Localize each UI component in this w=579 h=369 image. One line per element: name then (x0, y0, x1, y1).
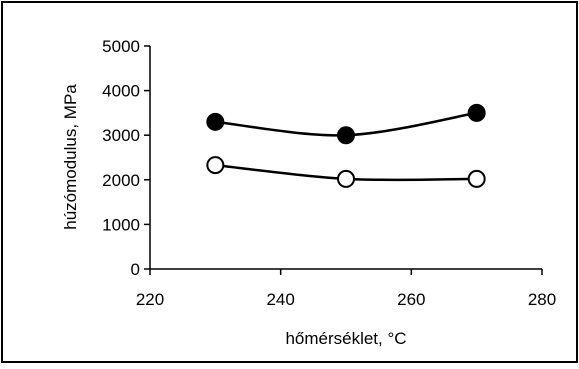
y-tick-label: 4000 (102, 82, 140, 101)
series-2-point (206, 156, 225, 175)
x-tick-label: 260 (397, 290, 425, 309)
axes: 0 1000 2000 3000 4000 5000 220 240 260 280 (102, 37, 556, 309)
series-1-point (467, 103, 486, 122)
y-tick-label: 2000 (102, 171, 140, 190)
series-2-point (337, 169, 355, 188)
y-tick-label: 1000 (102, 215, 140, 234)
x-tick-label: 280 (528, 290, 556, 309)
x-tick-label: 220 (136, 290, 164, 309)
y-tick-label: 5000 (102, 37, 140, 56)
series-1-point (337, 126, 355, 145)
series-2-point (467, 169, 486, 188)
x-tick-label: 240 (266, 290, 294, 309)
x-axis-label: hőmérséklet, °C (285, 329, 406, 348)
y-axis-label: húzómodulus, MPa (61, 84, 80, 230)
series-1-point (206, 112, 225, 131)
y-tick-label: 3000 (102, 126, 140, 145)
series-layer (206, 103, 486, 188)
y-tick-label: 0 (131, 260, 140, 279)
